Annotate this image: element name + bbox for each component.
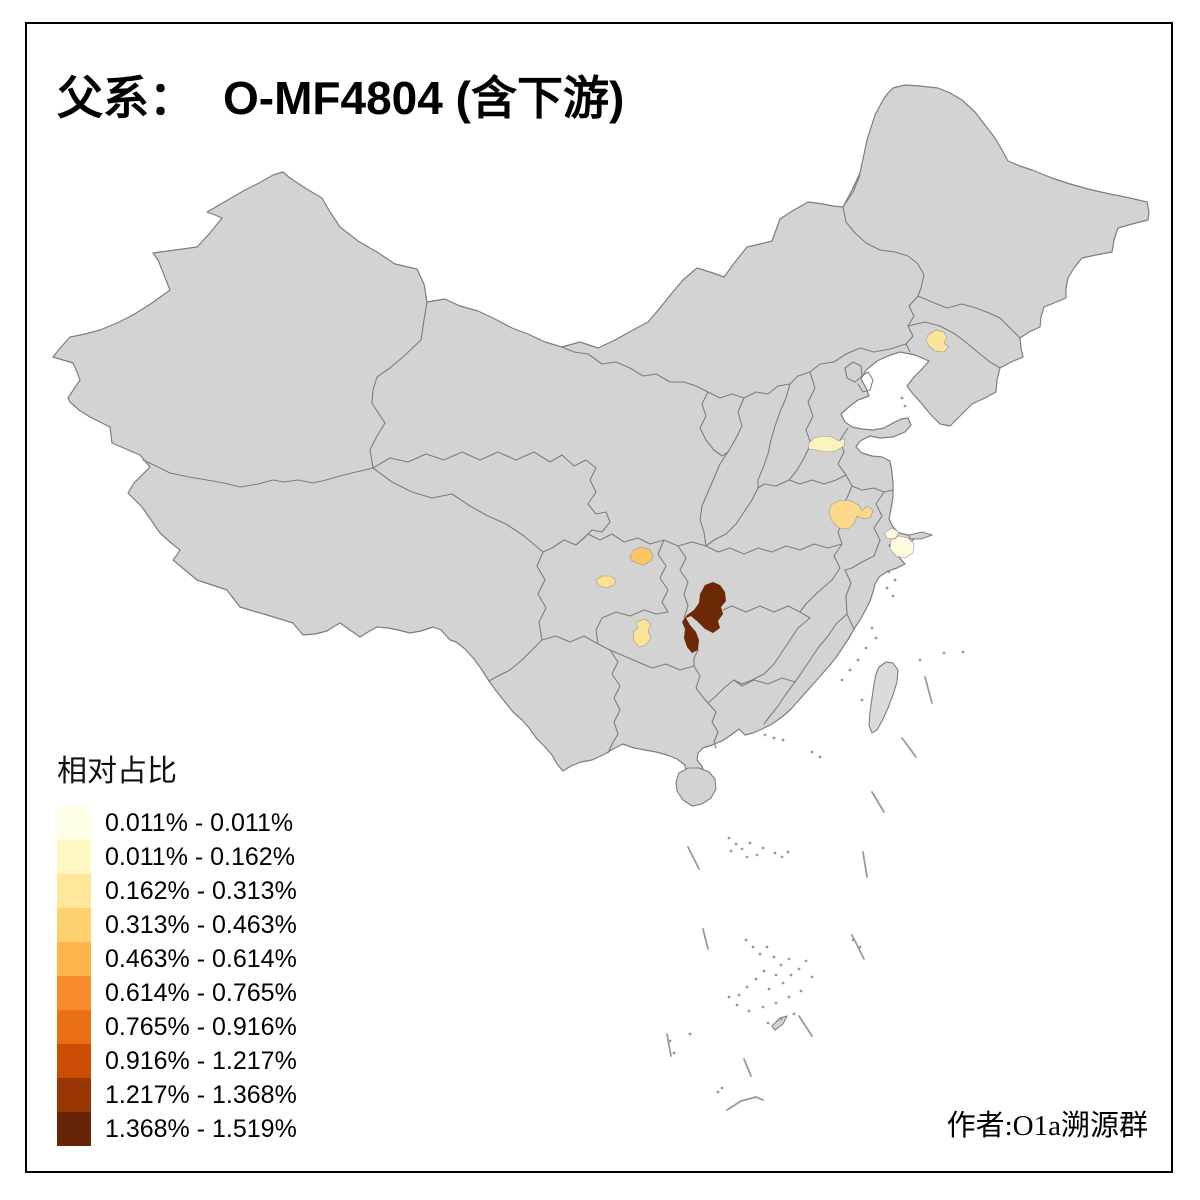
legend-item: 0.765% - 0.916% [57, 1010, 297, 1044]
legend-range-label: 0.916% - 1.217% [105, 1046, 297, 1075]
legend-swatch [57, 908, 91, 942]
hainan-island [675, 767, 717, 807]
legend-item: 0.313% - 0.463% [57, 908, 297, 942]
legend-item: 0.011% - 0.162% [57, 840, 297, 874]
legend-item: 0.011% - 0.011% [57, 806, 297, 840]
province-borders [142, 174, 1021, 754]
title-haplogroup: O-MF4804 (含下游) [223, 72, 625, 124]
legend-item: 0.614% - 0.765% [57, 976, 297, 1010]
legend-range-label: 0.011% - 0.162% [105, 842, 295, 871]
legend-swatch [57, 840, 91, 874]
legend-range-label: 1.217% - 1.368% [105, 1080, 297, 1109]
legend-item: 0.463% - 0.614% [57, 942, 297, 976]
legend-swatch [57, 874, 91, 908]
region-central-henan [807, 435, 846, 453]
legend-range-label: 1.368% - 1.519% [105, 1114, 297, 1143]
legend-swatch [57, 1010, 91, 1044]
legend: 相对占比 0.011% - 0.011% 0.011% - 0.162% 0.162… [57, 746, 297, 1146]
chongming-island [908, 531, 934, 540]
legend-swatch [57, 1078, 91, 1112]
legend-range-label: 0.162% - 0.313% [105, 876, 297, 905]
legend-range-label: 0.765% - 0.916% [105, 1012, 297, 1041]
region-east-anhui [828, 499, 874, 530]
region-northeast-sichuan [629, 546, 654, 566]
legend-title: 相对占比 [57, 755, 177, 788]
taiwan-island [868, 661, 899, 734]
legend-swatch [57, 806, 91, 840]
region-chongqing-hunan-dark [682, 582, 726, 653]
region-north-guizhou [632, 618, 652, 648]
south-china-sea-islets [668, 396, 965, 1094]
page-title: 父系： O-MF4804 (含下游) [57, 62, 624, 128]
legend-range-label: 0.463% - 0.614% [105, 944, 297, 973]
attribution-text: 作者:O1a溯源群 [946, 1110, 1148, 1142]
region-south-sichuan [595, 575, 617, 589]
legend-range-label: 0.313% - 0.463% [105, 910, 297, 939]
legend-swatch [57, 1044, 91, 1078]
region-shanghai [883, 527, 915, 559]
legend-item: 0.916% - 1.217% [57, 1044, 297, 1078]
legend-item: 1.217% - 1.368% [57, 1078, 297, 1112]
legend-swatch [57, 1112, 91, 1146]
mainland-china [52, 84, 1150, 785]
nine-dash-line [666, 676, 933, 1111]
far-south-islet [771, 1015, 788, 1031]
legend-item: 0.162% - 0.313% [57, 874, 297, 908]
title-prefix: 父系： [57, 73, 195, 124]
legend-item: 1.368% - 1.519% [57, 1112, 297, 1146]
legend-swatch [57, 942, 91, 976]
region-central-liaoning [925, 329, 950, 353]
legend-swatch [57, 976, 91, 1010]
legend-rows: 0.011% - 0.011% 0.011% - 0.162% 0.162% - 0… [57, 806, 297, 1146]
choropleth-regions [595, 329, 950, 653]
legend-range-label: 0.011% - 0.011% [105, 808, 294, 837]
legend-range-label: 0.614% - 0.765% [105, 978, 297, 1007]
